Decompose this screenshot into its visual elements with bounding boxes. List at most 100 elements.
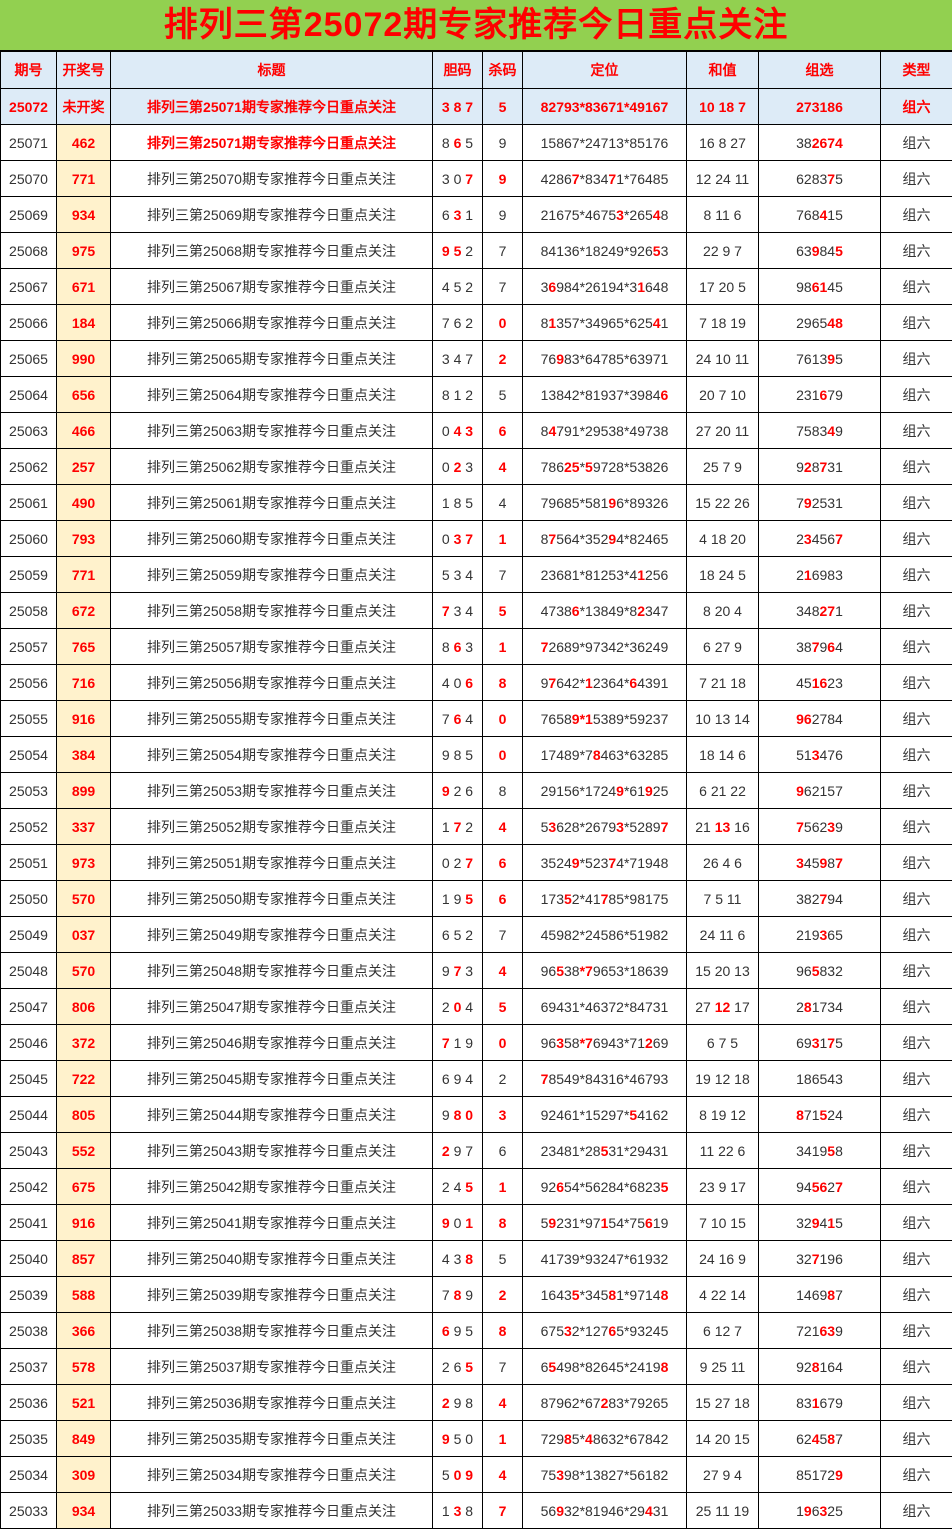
position: 78625*59728*53826 — [522, 448, 687, 485]
title-link[interactable]: 排列三第25067期专家推荐今日重点关注 — [110, 268, 433, 305]
position: 67532*12765*93245 — [522, 1312, 687, 1349]
group-select: 451623 — [758, 664, 881, 701]
title-link[interactable]: 排列三第25070期专家推荐今日重点关注 — [110, 160, 433, 197]
sum-value: 12 24 11 — [686, 160, 759, 197]
title-link[interactable]: 排列三第25049期专家推荐今日重点关注 — [110, 916, 433, 953]
title-link[interactable]: 排列三第25038期专家推荐今日重点关注 — [110, 1312, 433, 1349]
digit-text: 675 — [540, 1322, 564, 1339]
highlight-digit: *7 — [579, 1034, 593, 1051]
title-link[interactable]: 排列三第25065期专家推荐今日重点关注 — [110, 340, 433, 377]
title-link[interactable]: 排列三第25058期专家推荐今日重点关注 — [110, 592, 433, 629]
period: 25048 — [0, 952, 57, 989]
highlight-digit: 7 — [465, 170, 474, 187]
highlight-digit: 3 7 — [453, 530, 474, 547]
position: 15867*24713*85176 — [522, 124, 687, 161]
title-link[interactable]: 排列三第25036期专家推荐今日重点关注 — [110, 1384, 433, 1421]
digit-text: 6 9 4 — [441, 1070, 474, 1087]
title-link[interactable]: 排列三第25059期专家推荐今日重点关注 — [110, 556, 433, 593]
title-link[interactable]: 排列三第25051期专家推荐今日重点关注 — [110, 844, 433, 881]
highlight-digit: 8 — [453, 1286, 462, 1303]
type: 组六 — [880, 1420, 952, 1457]
title-link[interactable]: 排列三第25033期专家推荐今日重点关注 — [110, 1492, 433, 1529]
title-link[interactable]: 排列三第25039期专家推荐今日重点关注 — [110, 1276, 433, 1313]
sum-value: 18 14 6 — [686, 736, 759, 773]
highlight-digit: 3 — [803, 530, 812, 547]
period: 25064 — [0, 376, 57, 413]
highlight-digit: 9 — [803, 494, 812, 511]
title-link[interactable]: 排列三第25047期专家推荐今日重点关注 — [110, 988, 433, 1025]
title-link[interactable]: 排列三第25062期专家推荐今日重点关注 — [110, 448, 433, 485]
title-link[interactable]: 排列三第25055期专家推荐今日重点关注 — [110, 700, 433, 737]
title-link[interactable]: 排列三第25056期专家推荐今日重点关注 — [110, 664, 433, 701]
highlight-digit: 8 — [811, 1358, 820, 1375]
title-link[interactable]: 排列三第25043期专家推荐今日重点关注 — [110, 1132, 433, 1169]
digit-text: 7658 — [540, 710, 572, 727]
dan-code: 0 4 3 — [432, 412, 483, 449]
period: 25060 — [0, 520, 57, 557]
group-select: 281734 — [758, 988, 881, 1025]
table-row: 25056 716 排列三第25056期专家推荐今日重点关注 4 0 6 8 97642*… — [0, 664, 952, 701]
sha-code: 1 — [482, 1420, 523, 1457]
digit-text: 3 — [461, 458, 474, 475]
title-link[interactable]: 排列三第25040期专家推荐今日重点关注 — [110, 1240, 433, 1277]
title-link[interactable]: 排列三第25042期专家推荐今日重点关注 — [110, 1168, 433, 1205]
highlight-digit: 27 — [819, 602, 836, 619]
sha-code: 8 — [482, 1312, 523, 1349]
digit-text: 5 — [540, 1214, 549, 1231]
title-link[interactable]: 排列三第25052期专家推荐今日重点关注 — [110, 808, 433, 845]
digit-text: 76 — [540, 350, 557, 367]
title-link[interactable]: 排列三第25063期专家推荐今日重点关注 — [110, 412, 433, 449]
highlight-digit: 2 — [803, 458, 812, 475]
title-link[interactable]: 排列三第25037期专家推荐今日重点关注 — [110, 1348, 433, 1385]
title-link[interactable]: 排列三第25044期专家推荐今日重点关注 — [110, 1096, 433, 1133]
digit-text: 17 — [730, 998, 750, 1015]
title-link[interactable]: 排列三第25053期专家推荐今日重点关注 — [110, 772, 433, 809]
title-link[interactable]: 排列三第25050期专家推荐今日重点关注 — [110, 880, 433, 917]
table-row: 25049 037 排列三第25049期专家推荐今日重点关注 6 5 2 7 45982*… — [0, 916, 952, 953]
title-link[interactable]: 排列三第25068期专家推荐今日重点关注 — [110, 232, 433, 269]
title-link[interactable]: 排列三第25064期专家推荐今日重点关注 — [110, 376, 433, 413]
position: 16435*34581*97148 — [522, 1276, 687, 1313]
title-link[interactable]: 排列三第25041期专家推荐今日重点关注 — [110, 1204, 433, 1241]
sum-value: 23 9 17 — [686, 1168, 759, 1205]
title-link[interactable]: 排列三第25046期专家推荐今日重点关注 — [110, 1024, 433, 1061]
highlight-digit: 7 — [548, 674, 557, 691]
digit-text: *265 — [623, 206, 653, 223]
digit-text: 8 1 2 — [441, 386, 474, 403]
title-link[interactable]: 排列三第25061期专家推荐今日重点关注 — [110, 484, 433, 521]
highlight-digit: 3 — [556, 1034, 564, 1051]
digit-text: 8549*84316*46793 — [548, 1070, 669, 1087]
digit-text: 9 — [540, 674, 549, 691]
table-row: 25043 552 排列三第25043期专家推荐今日重点关注 2 9 7 6 23481*… — [0, 1132, 952, 1169]
title-link[interactable]: 排列三第25054期专家推荐今日重点关注 — [110, 736, 433, 773]
title-link[interactable]: 排列三第25034期专家推荐今日重点关注 — [110, 1456, 433, 1493]
title-link[interactable]: 排列三第25048期专家推荐今日重点关注 — [110, 952, 433, 989]
title-link[interactable]: 排列三第25071期专家推荐今日重点关注 — [110, 124, 433, 161]
highlight-digit: 2 — [600, 1394, 609, 1411]
digit-text: 7 — [498, 566, 507, 583]
title-link[interactable]: 排列三第25071期专家推荐今日重点关注 — [110, 88, 433, 125]
digit-text: 768 — [796, 206, 820, 223]
period: 25065 — [0, 340, 57, 377]
type: 组六 — [880, 664, 952, 701]
period: 25066 — [0, 304, 57, 341]
digit-text: 498*82645*2419 — [556, 1358, 661, 1375]
digit-text: 463*63285 — [600, 746, 669, 763]
highlight-digit: 7 — [453, 962, 462, 979]
digit-text: 23 — [827, 674, 843, 691]
digit-text: 83 — [796, 1394, 812, 1411]
digit-text: 6 — [441, 206, 454, 223]
title-link[interactable]: 排列三第25035期专家推荐今日重点关注 — [110, 1420, 433, 1457]
sha-code: 7 — [482, 232, 523, 269]
sha-code: 6 — [482, 1132, 523, 1169]
type: 组六 — [880, 88, 952, 125]
col-group: 组选 — [758, 51, 881, 89]
position: 56932*81946*29431 — [522, 1492, 687, 1529]
title-link[interactable]: 排列三第25057期专家推荐今日重点关注 — [110, 628, 433, 665]
title-link[interactable]: 排列三第25066期专家推荐今日重点关注 — [110, 304, 433, 341]
title-link[interactable]: 排列三第25060期专家推荐今日重点关注 — [110, 520, 433, 557]
title-link[interactable]: 排列三第25069期专家推荐今日重点关注 — [110, 196, 433, 233]
title-link[interactable]: 排列三第25045期专家推荐今日重点关注 — [110, 1060, 433, 1097]
group-select: 768415 — [758, 196, 881, 233]
highlight-digit: 6 — [498, 422, 507, 439]
